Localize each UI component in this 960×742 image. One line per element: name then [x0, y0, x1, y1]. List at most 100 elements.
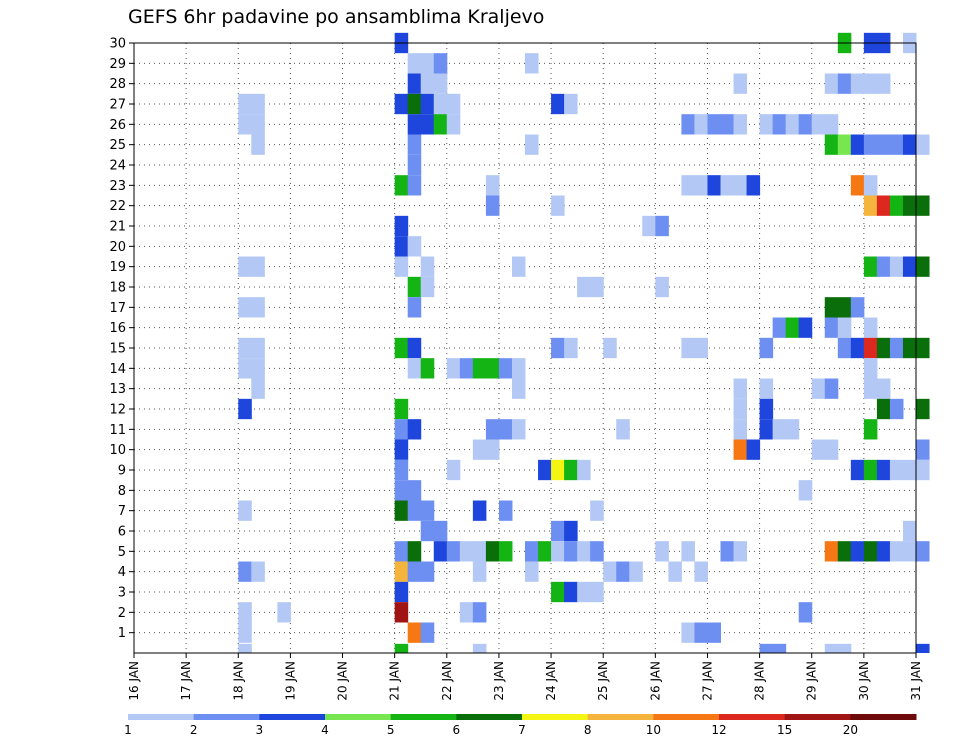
heatmap-cell [916, 459, 930, 481]
heatmap-cell [916, 643, 930, 653]
heatmap-cell [876, 73, 891, 94]
heatmap-cell [251, 93, 265, 115]
heatmap-cell [238, 337, 252, 359]
y-axis: 1234567891011121314151617181920212223242… [109, 37, 134, 641]
heatmap-cell [824, 73, 839, 94]
heatmap-cell [837, 337, 852, 359]
x-tick-label: 26 JAN [648, 661, 662, 701]
heatmap-cell [394, 459, 409, 481]
legend-swatch [719, 714, 786, 720]
heatmap-cell [407, 114, 422, 135]
y-tick-label: 26 [109, 118, 126, 133]
y-tick-label: 20 [109, 240, 126, 255]
heatmap-cell [733, 175, 748, 196]
heatmap-cell [551, 459, 565, 481]
heatmap-cell [394, 236, 409, 257]
heatmap-cell [850, 541, 865, 562]
y-tick-label: 5 [118, 545, 126, 560]
heatmap-cell [407, 297, 422, 318]
legend-label: 6 [453, 723, 461, 737]
y-tick-label: 30 [109, 37, 126, 52]
heatmap-cell [238, 114, 252, 135]
heatmap-cell [238, 643, 252, 653]
heatmap-cell [433, 520, 448, 542]
heatmap-cell [577, 541, 591, 562]
heatmap-cell [603, 561, 617, 582]
heatmap-cell [902, 459, 917, 481]
legend-label: 7 [518, 723, 526, 737]
x-tick-label: 28 JAN [753, 661, 767, 701]
heatmap-cell [394, 337, 409, 359]
y-tick-label: 27 [109, 98, 126, 113]
heatmap-cell [876, 459, 891, 481]
heatmap-cell [511, 419, 526, 440]
heatmap-cell [238, 358, 252, 379]
heatmap-cell [407, 541, 422, 562]
heatmap-cell [798, 480, 813, 501]
heatmap-cell [850, 134, 865, 155]
heatmap-cell [889, 195, 904, 216]
legend-swatch [653, 714, 720, 720]
heatmap-cell [577, 459, 591, 481]
y-tick-label: 25 [109, 138, 126, 153]
heatmap-cell [420, 73, 435, 94]
heatmap-cell [564, 93, 578, 115]
heatmap-cell [916, 439, 930, 460]
heatmap-cell [720, 541, 735, 562]
heatmap-cell [759, 643, 774, 653]
heatmap-cell [525, 53, 539, 74]
legend-label: 12 [711, 723, 726, 737]
y-tick-label: 17 [109, 301, 126, 316]
heatmap-cell [511, 378, 526, 399]
heatmap-cell [707, 114, 721, 135]
heatmap-cell [564, 541, 578, 562]
heatmap-cell [577, 581, 591, 603]
heatmap-cell [603, 337, 617, 359]
heatmap-cell [863, 256, 878, 277]
heatmap-cell [394, 398, 409, 420]
heatmap-cell [394, 581, 409, 603]
y-tick-label: 12 [109, 403, 126, 418]
legend-swatch [522, 714, 589, 720]
heatmap-cell [863, 337, 878, 359]
heatmap-cell [863, 134, 878, 155]
heatmap-cell [394, 541, 409, 562]
legend-label: 4 [321, 723, 329, 737]
heatmap-cell [238, 297, 252, 318]
heatmap-cell [902, 134, 917, 155]
legend-label: 10 [646, 723, 661, 737]
y-tick-label: 11 [109, 423, 126, 438]
heatmap-cell [733, 541, 748, 562]
heatmap-cell [277, 602, 291, 623]
heatmap-cell [824, 541, 839, 562]
heatmap-cell [433, 73, 448, 94]
y-tick-label: 9 [118, 464, 126, 479]
heatmap-cell [459, 602, 474, 623]
heatmap-cell [889, 134, 904, 155]
heatmap-cell [798, 317, 813, 338]
heatmap-cell [459, 358, 474, 379]
heatmap-cell [772, 419, 787, 440]
heatmap-cell [511, 358, 526, 379]
heatmap-cell [668, 561, 682, 582]
heatmap-cell [485, 358, 500, 379]
y-tick-label: 16 [109, 321, 126, 336]
x-tick-label: 24 JAN [544, 661, 558, 701]
x-tick-label: 25 JAN [596, 661, 610, 701]
heatmap-cell [498, 358, 513, 379]
heatmap-cell [694, 175, 708, 196]
heatmap-cell [394, 256, 409, 277]
legend-swatch [587, 714, 654, 720]
heatmap-cell [407, 175, 422, 196]
chart-title: GEFS 6hr padavine po ansamblima Kraljevo [128, 6, 545, 28]
heatmap-cell [759, 398, 774, 420]
heatmap-cell [616, 561, 630, 582]
heatmap-cell [837, 541, 852, 562]
heatmap-cell [902, 256, 917, 277]
x-tick-label: 20 JAN [336, 661, 350, 701]
heatmap-cell [694, 114, 708, 135]
heatmap-cell [798, 602, 813, 623]
heatmap-cell [863, 73, 878, 94]
y-tick-label: 28 [109, 77, 126, 92]
heatmap-cell [485, 419, 500, 440]
